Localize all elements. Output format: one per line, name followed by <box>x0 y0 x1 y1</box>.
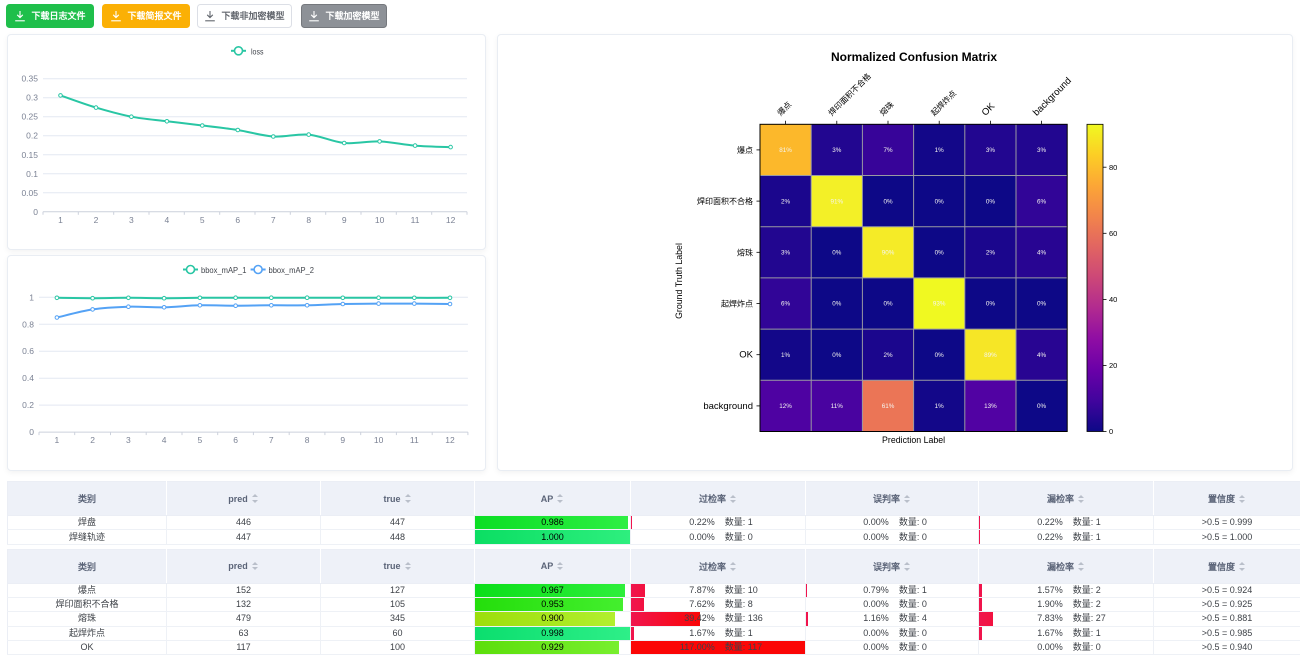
svg-text:10: 10 <box>375 215 385 225</box>
svg-text:0.4: 0.4 <box>22 373 34 383</box>
svg-text:3%: 3% <box>986 147 996 154</box>
svg-text:Ground Truth Label: Ground Truth Label <box>674 243 684 319</box>
svg-text:6: 6 <box>233 435 238 445</box>
svg-text:11: 11 <box>411 215 420 225</box>
svg-text:11%: 11% <box>831 403 844 410</box>
svg-text:OK: OK <box>980 100 998 118</box>
svg-text:0%: 0% <box>935 352 945 359</box>
svg-text:0%: 0% <box>935 250 945 257</box>
svg-text:0%: 0% <box>832 301 842 308</box>
svg-text:0.2: 0.2 <box>26 131 38 141</box>
svg-text:4: 4 <box>165 215 170 225</box>
svg-text:0%: 0% <box>832 352 842 359</box>
svg-text:3: 3 <box>129 215 134 225</box>
svg-text:3%: 3% <box>832 147 842 154</box>
svg-text:80: 80 <box>1109 163 1117 172</box>
svg-text:焊印面积不合格: 焊印面积不合格 <box>697 196 753 206</box>
svg-text:6%: 6% <box>781 301 791 308</box>
svg-text:爆点: 爆点 <box>737 145 753 155</box>
svg-text:0.6: 0.6 <box>22 346 34 356</box>
svg-text:Prediction Label: Prediction Label <box>882 435 945 445</box>
svg-text:1%: 1% <box>781 352 791 359</box>
svg-text:10: 10 <box>374 435 384 445</box>
svg-text:12%: 12% <box>779 403 792 410</box>
svg-text:background: background <box>703 401 753 412</box>
svg-text:0%: 0% <box>986 198 996 205</box>
svg-text:0: 0 <box>33 207 38 217</box>
svg-text:3: 3 <box>126 435 131 445</box>
svg-text:20: 20 <box>1109 361 1117 370</box>
svg-text:3%: 3% <box>781 250 791 257</box>
svg-text:61%: 61% <box>882 403 895 410</box>
svg-text:2: 2 <box>90 435 95 445</box>
svg-text:1%: 1% <box>935 147 945 154</box>
svg-text:2%: 2% <box>883 352 893 359</box>
svg-text:0%: 0% <box>1037 403 1047 410</box>
svg-text:40: 40 <box>1109 295 1117 304</box>
svg-text:6%: 6% <box>1037 198 1047 205</box>
svg-text:OK: OK <box>739 350 753 361</box>
svg-text:1: 1 <box>58 215 63 225</box>
svg-text:4%: 4% <box>1037 250 1047 257</box>
svg-text:bbox_mAP_1: bbox_mAP_1 <box>201 265 247 275</box>
svg-text:2: 2 <box>94 215 99 225</box>
svg-text:0.15: 0.15 <box>21 150 38 160</box>
svg-text:0.05: 0.05 <box>21 188 38 198</box>
svg-text:81%: 81% <box>779 147 792 154</box>
svg-text:焊印面积不合格: 焊印面积不合格 <box>826 71 873 118</box>
svg-text:4%: 4% <box>1037 352 1047 359</box>
svg-text:90%: 90% <box>882 250 895 257</box>
svg-text:0: 0 <box>29 427 34 437</box>
svg-text:1: 1 <box>29 292 34 302</box>
svg-text:0.25: 0.25 <box>21 112 38 122</box>
svg-text:5: 5 <box>200 215 205 225</box>
svg-text:93%: 93% <box>933 301 946 308</box>
svg-text:0.2: 0.2 <box>22 400 34 410</box>
svg-text:7%: 7% <box>883 147 893 154</box>
svg-text:熔珠: 熔珠 <box>877 99 895 117</box>
svg-text:Normalized Confusion Matrix: Normalized Confusion Matrix <box>831 50 997 64</box>
svg-text:bbox_mAP_2: bbox_mAP_2 <box>269 265 315 275</box>
svg-text:0.35: 0.35 <box>21 74 38 84</box>
svg-text:60: 60 <box>1109 229 1117 238</box>
svg-text:9: 9 <box>340 435 345 445</box>
svg-text:0%: 0% <box>832 250 842 257</box>
svg-text:起焊炸点: 起焊炸点 <box>721 299 753 309</box>
svg-text:0%: 0% <box>883 301 893 308</box>
svg-text:6: 6 <box>235 215 240 225</box>
svg-text:7: 7 <box>271 215 276 225</box>
svg-text:12: 12 <box>446 215 456 225</box>
svg-text:8: 8 <box>305 435 310 445</box>
svg-text:2%: 2% <box>986 250 996 257</box>
svg-text:0: 0 <box>1109 427 1113 436</box>
svg-text:89%: 89% <box>984 352 997 359</box>
svg-text:7: 7 <box>269 435 274 445</box>
svg-text:0.1: 0.1 <box>26 169 38 179</box>
svg-text:1%: 1% <box>935 403 945 410</box>
svg-text:13%: 13% <box>984 403 997 410</box>
svg-text:0%: 0% <box>1037 301 1047 308</box>
svg-text:起焊炸点: 起焊炸点 <box>929 88 959 118</box>
svg-text:0%: 0% <box>935 198 945 205</box>
svg-text:0.8: 0.8 <box>22 319 34 329</box>
svg-text:5: 5 <box>198 435 203 445</box>
svg-text:2%: 2% <box>781 198 791 205</box>
svg-text:0%: 0% <box>883 198 893 205</box>
svg-text:熔珠: 熔珠 <box>737 247 753 257</box>
svg-text:loss: loss <box>251 46 264 56</box>
svg-text:8: 8 <box>306 215 311 225</box>
svg-text:12: 12 <box>445 435 455 445</box>
svg-text:4: 4 <box>162 435 167 445</box>
svg-text:1: 1 <box>55 435 60 445</box>
svg-text:11: 11 <box>410 435 419 445</box>
svg-text:background: background <box>1031 76 1074 119</box>
svg-text:爆点: 爆点 <box>775 99 793 117</box>
svg-text:3%: 3% <box>1037 147 1047 154</box>
svg-text:91%: 91% <box>830 198 843 205</box>
svg-text:9: 9 <box>342 215 347 225</box>
svg-text:0.3: 0.3 <box>26 93 38 103</box>
svg-text:0%: 0% <box>986 301 996 308</box>
